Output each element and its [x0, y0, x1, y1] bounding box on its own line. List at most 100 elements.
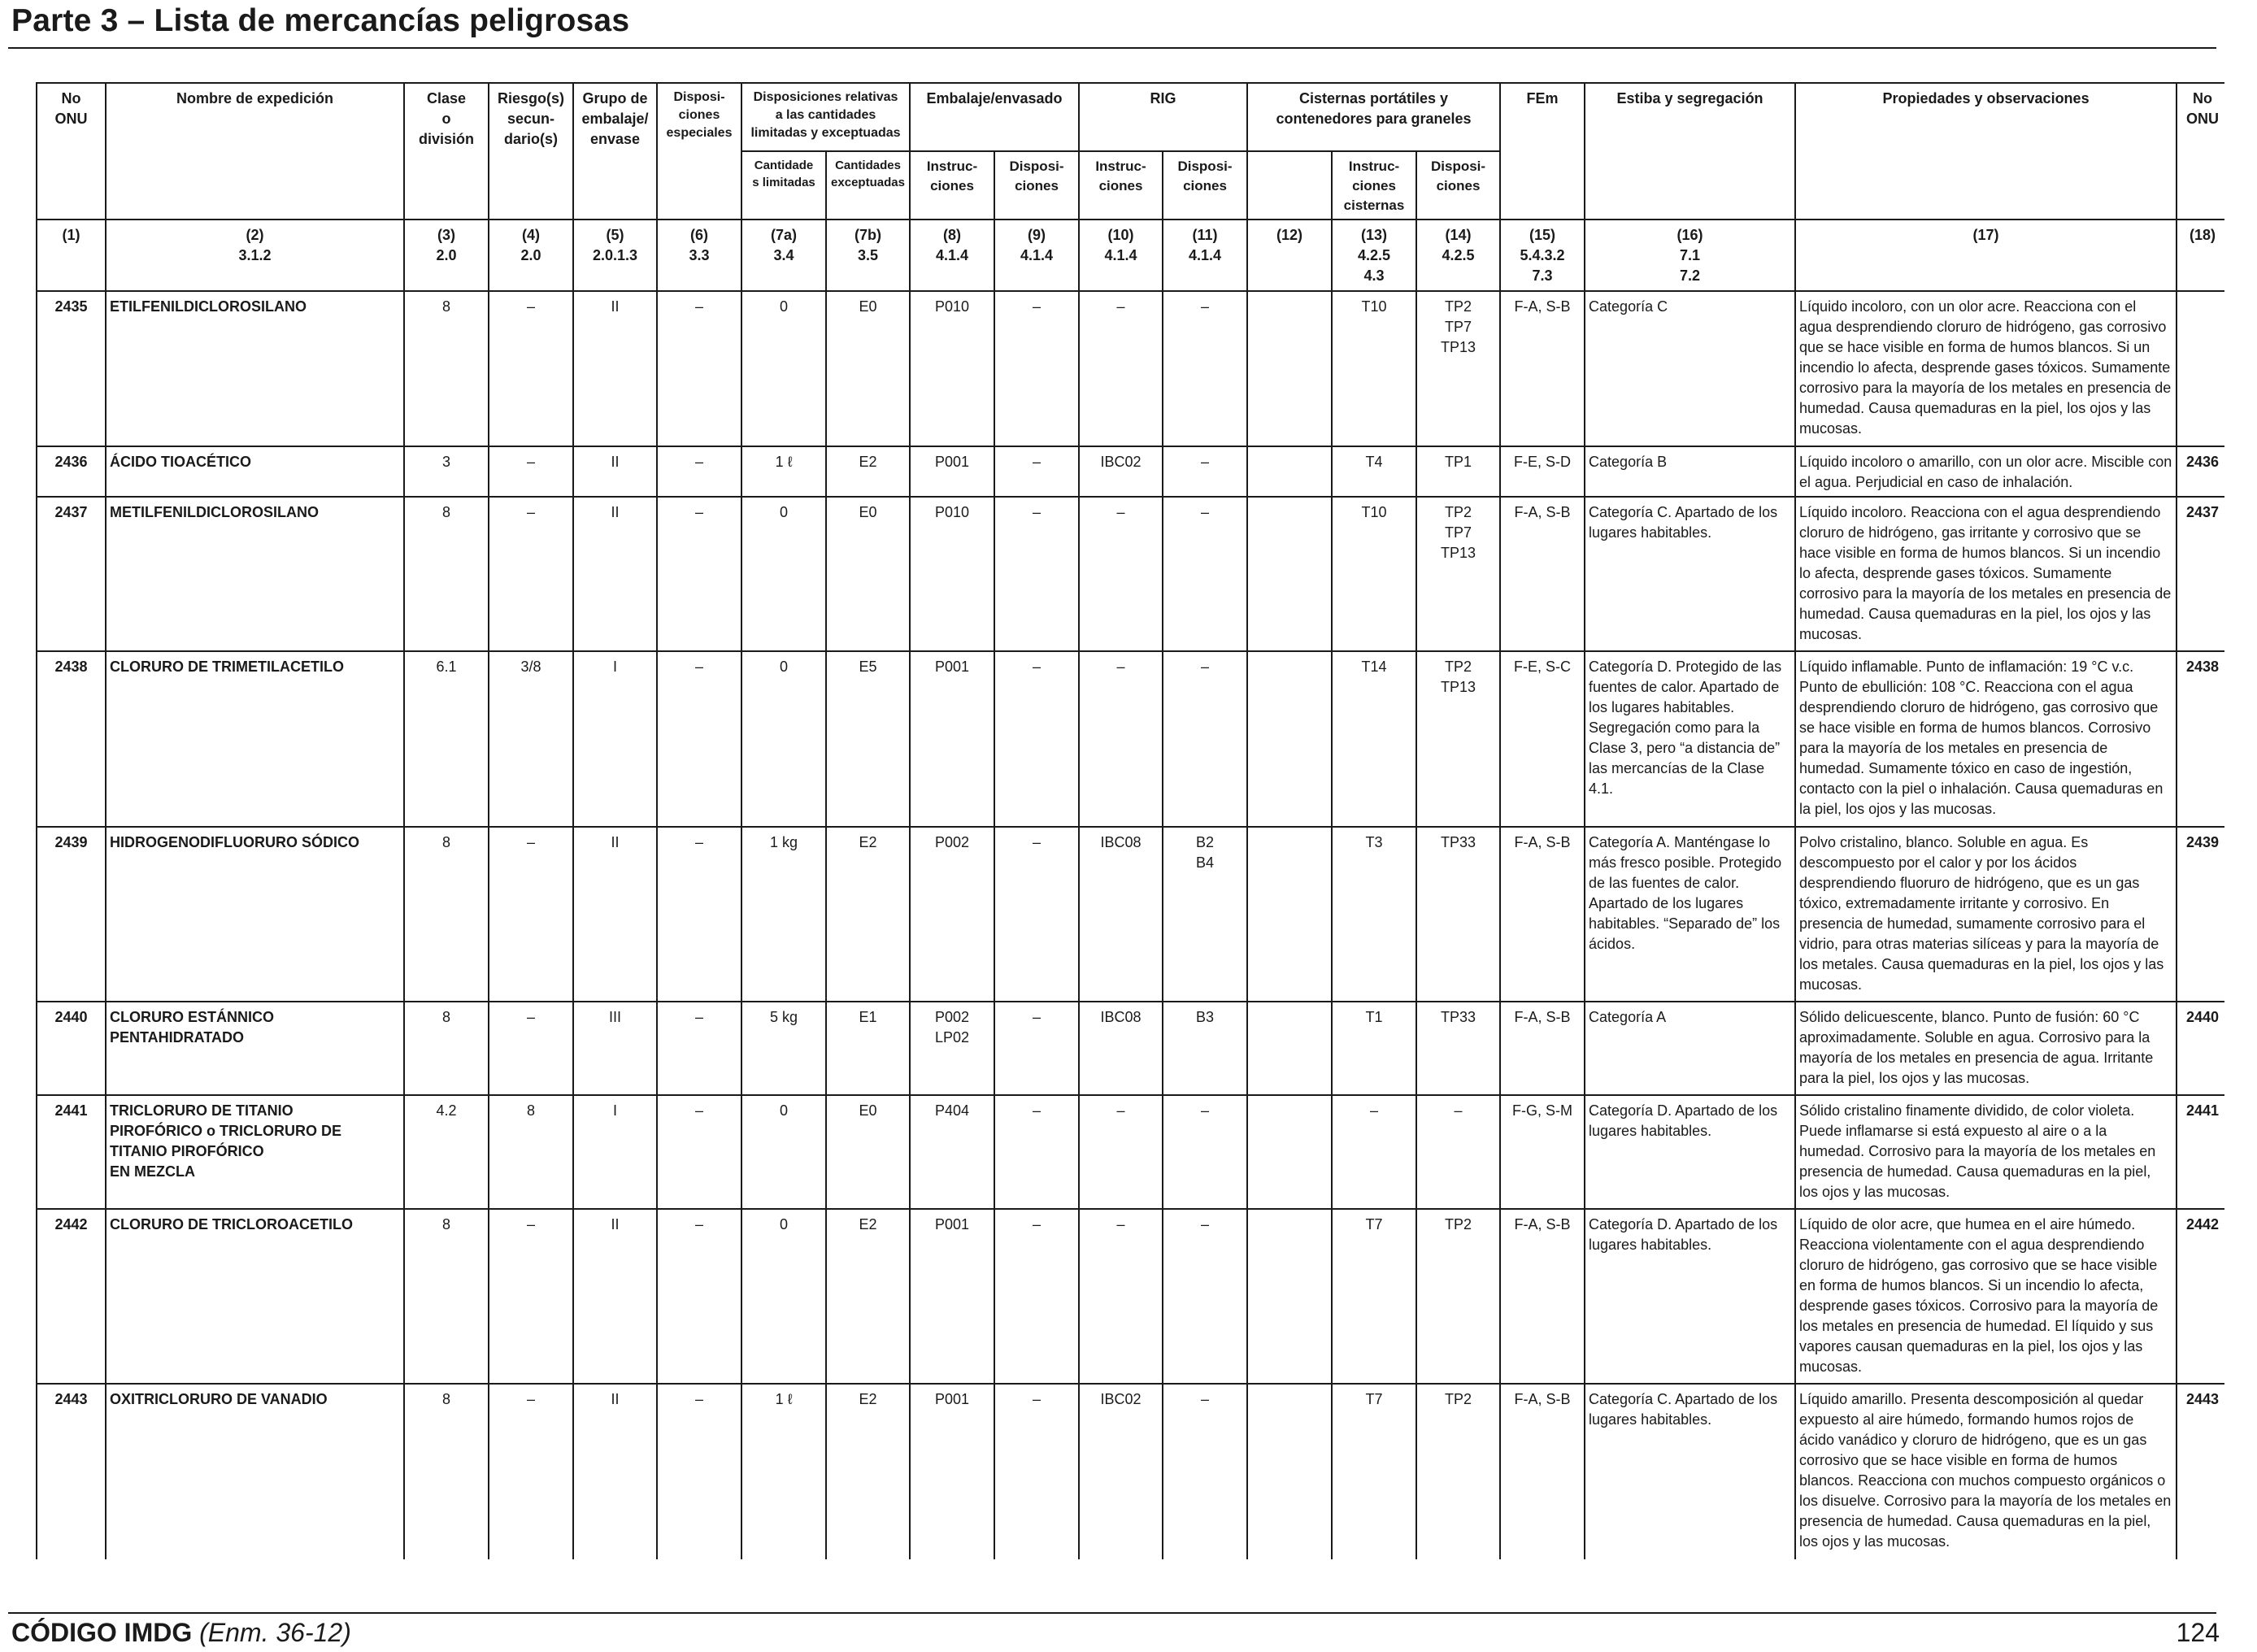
cell-estiba: Categoría C. Apartado de los lugares hab…	[1584, 496, 1797, 652]
cell-clase: 8	[403, 826, 489, 1002]
table-body: 2435 ETILFENILDICLOROSILANO 8– II –0 E0 P010– –…	[36, 290, 2224, 1559]
cell-rig-instrucciones: –	[1078, 496, 1163, 652]
header-grupo: Grupo de embalaje/ envase	[572, 82, 658, 220]
cell-fem: F-E, S-C	[1499, 650, 1586, 828]
cell-nombre: TRICLORURO DE TITANIO PIROFÓRICO o TRICL…	[105, 1094, 405, 1210]
cell-onu: 2436	[36, 446, 107, 498]
header-cisternas-instrucciones: Instruc- ciones cisternas	[1331, 150, 1418, 220]
header-col12-blank	[1246, 150, 1333, 220]
cell-onu-end: 2440	[2176, 1001, 2224, 1096]
cell-clase: 8	[403, 1001, 489, 1096]
cell-riesgo: 8	[488, 1094, 574, 1210]
cell-embalaje-instrucciones: P001	[909, 650, 995, 828]
table-row: 2439 HIDROGENODIFLUORURO SÓDICO 8– II –1 kg E…	[36, 826, 2224, 1002]
colnum-14: (14) 4.2.5	[1416, 219, 1502, 292]
colnum-9: (9) 4.1.4	[994, 219, 1080, 292]
header-cisternas: Cisternas portátiles y contenedores para…	[1246, 82, 1502, 152]
header-nombre: Nombre de expedición	[105, 82, 405, 220]
cell-cantidades-limitadas: 1 kg	[741, 826, 827, 1002]
cell-embalaje-disposiciones: –	[994, 650, 1080, 828]
cell-embalaje-disposiciones: –	[994, 1208, 1080, 1385]
cell-rig-instrucciones: –	[1078, 650, 1163, 828]
cell-embalaje-disposiciones: –	[994, 1383, 1080, 1559]
cell-cantidades-limitadas: 0	[741, 496, 827, 652]
cell-grupo: II	[572, 290, 658, 447]
cell-cisternas-instrucciones: T3	[1331, 826, 1418, 1002]
cell-grupo: I	[572, 650, 658, 828]
cell-cisternas-disposiciones: TP33	[1416, 1001, 1502, 1096]
header-embalaje-instrucciones: Instruc- ciones	[909, 150, 995, 220]
cell-fem: F-G, S-M	[1499, 1094, 1586, 1210]
cell-grupo: II	[572, 1383, 658, 1559]
cell-embalaje-instrucciones: P001	[909, 446, 995, 498]
cell-rig-disposiciones: B3	[1161, 1001, 1249, 1096]
cell-col12	[1246, 1208, 1333, 1385]
cell-rig-disposiciones: B2 B4	[1161, 826, 1249, 1002]
cell-cisternas-disposiciones: TP2 TP7 TP13	[1416, 496, 1502, 652]
cell-grupo: III	[572, 1001, 658, 1096]
table-row: 2442 CLORURO DE TRICLOROACETILO 8– II –0 E2 P0…	[36, 1208, 2224, 1385]
cell-cantidades-exceptuadas: E2	[825, 1383, 911, 1559]
cell-rig-instrucciones: –	[1078, 1094, 1163, 1210]
table-row: 2435 ETILFENILDICLOROSILANO 8– II –0 E0 P010– –…	[36, 290, 2224, 447]
cell-estiba: Categoría B	[1584, 446, 1797, 498]
header-cantidades-limitadas: Cantidade s limitadas	[741, 150, 827, 220]
cell-nombre: ÁCIDO TIOACÉTICO	[105, 446, 405, 498]
header-clase: Clase o división	[403, 82, 489, 220]
cell-cisternas-instrucciones: T4	[1331, 446, 1418, 498]
footer-code-title: CÓDIGO IMDG	[11, 1618, 193, 1647]
cell-col12	[1246, 1001, 1333, 1096]
cell-disposiciones-especiales: –	[656, 290, 742, 447]
cell-riesgo: –	[488, 826, 574, 1002]
cell-onu: 2442	[36, 1208, 107, 1385]
cell-riesgo: –	[488, 1383, 574, 1559]
cell-cantidades-limitadas: 0	[741, 1094, 827, 1210]
cell-cantidades-exceptuadas: E0	[825, 1094, 911, 1210]
cell-cisternas-disposiciones: TP2	[1416, 1208, 1502, 1385]
header-rig-instrucciones: Instruc- ciones	[1078, 150, 1163, 220]
colnum-8: (8) 4.1.4	[909, 219, 995, 292]
header-rig-disposiciones: Disposi- ciones	[1161, 150, 1249, 220]
cell-riesgo: –	[488, 1001, 574, 1096]
page-title: Parte 3 – Lista de mercancías peligrosas	[11, 3, 630, 38]
cell-propiedades: Líquido inflamable. Punto de inflamación…	[1794, 650, 2178, 828]
colnum-7a: (7a) 3.4	[741, 219, 827, 292]
table-header: No ONU Nombre de expedición Clase o divi…	[36, 82, 2224, 292]
cell-cantidades-exceptuadas: E2	[825, 826, 911, 1002]
cell-col12	[1246, 446, 1333, 498]
cell-cantidades-limitadas: 1 ℓ	[741, 446, 827, 498]
cell-embalaje-disposiciones: –	[994, 1094, 1080, 1210]
cell-onu: 2441	[36, 1094, 107, 1210]
cell-clase: 6.1	[403, 650, 489, 828]
footer-code: CÓDIGO IMDG (Enm. 36-12)	[11, 1618, 351, 1648]
cell-rig-instrucciones: –	[1078, 290, 1163, 447]
cell-cisternas-instrucciones: T7	[1331, 1208, 1418, 1385]
cell-cisternas-disposiciones: –	[1416, 1094, 1502, 1210]
cell-embalaje-instrucciones: P404	[909, 1094, 995, 1210]
cell-clase: 8	[403, 290, 489, 447]
cell-rig-disposiciones: –	[1161, 1208, 1249, 1385]
cell-propiedades: Líquido incoloro o amarillo, con un olor…	[1794, 446, 2178, 498]
colnum-2: (2) 3.1.2	[105, 219, 405, 292]
cell-embalaje-instrucciones: P002 LP02	[909, 1001, 995, 1096]
cell-cisternas-instrucciones: T7	[1331, 1383, 1418, 1559]
colnum-6: (6) 3.3	[656, 219, 742, 292]
cell-cisternas-disposiciones: TP33	[1416, 826, 1502, 1002]
cell-fem: F-E, S-D	[1499, 446, 1586, 498]
header-disposiciones-relativas: Disposiciones relativas a las cantidades…	[741, 82, 911, 152]
cell-onu-end: 2438	[2176, 650, 2224, 828]
cell-embalaje-instrucciones: P010	[909, 496, 995, 652]
cell-riesgo: –	[488, 496, 574, 652]
table-row: 2441 TRICLORURO DE TITANIO PIROFÓRICO o T…	[36, 1094, 2224, 1210]
column-number-row: (1) (2) 3.1.2 (3) 2.0 (4) 2.0 (5) 2.0.1.…	[36, 219, 2224, 292]
cell-clase: 8	[403, 1208, 489, 1385]
cell-col12	[1246, 650, 1333, 828]
header-cisternas-disposiciones: Disposi- ciones	[1416, 150, 1502, 220]
cell-onu-end: 2437	[2176, 496, 2224, 652]
header-disposiciones-especiales: Disposi- ciones especiales	[656, 82, 742, 220]
cell-rig-disposiciones: –	[1161, 496, 1249, 652]
cell-cantidades-limitadas: 5 kg	[741, 1001, 827, 1096]
cell-riesgo: –	[488, 290, 574, 447]
cell-nombre: ETILFENILDICLOROSILANO	[105, 290, 405, 447]
cell-disposiciones-especiales: –	[656, 446, 742, 498]
